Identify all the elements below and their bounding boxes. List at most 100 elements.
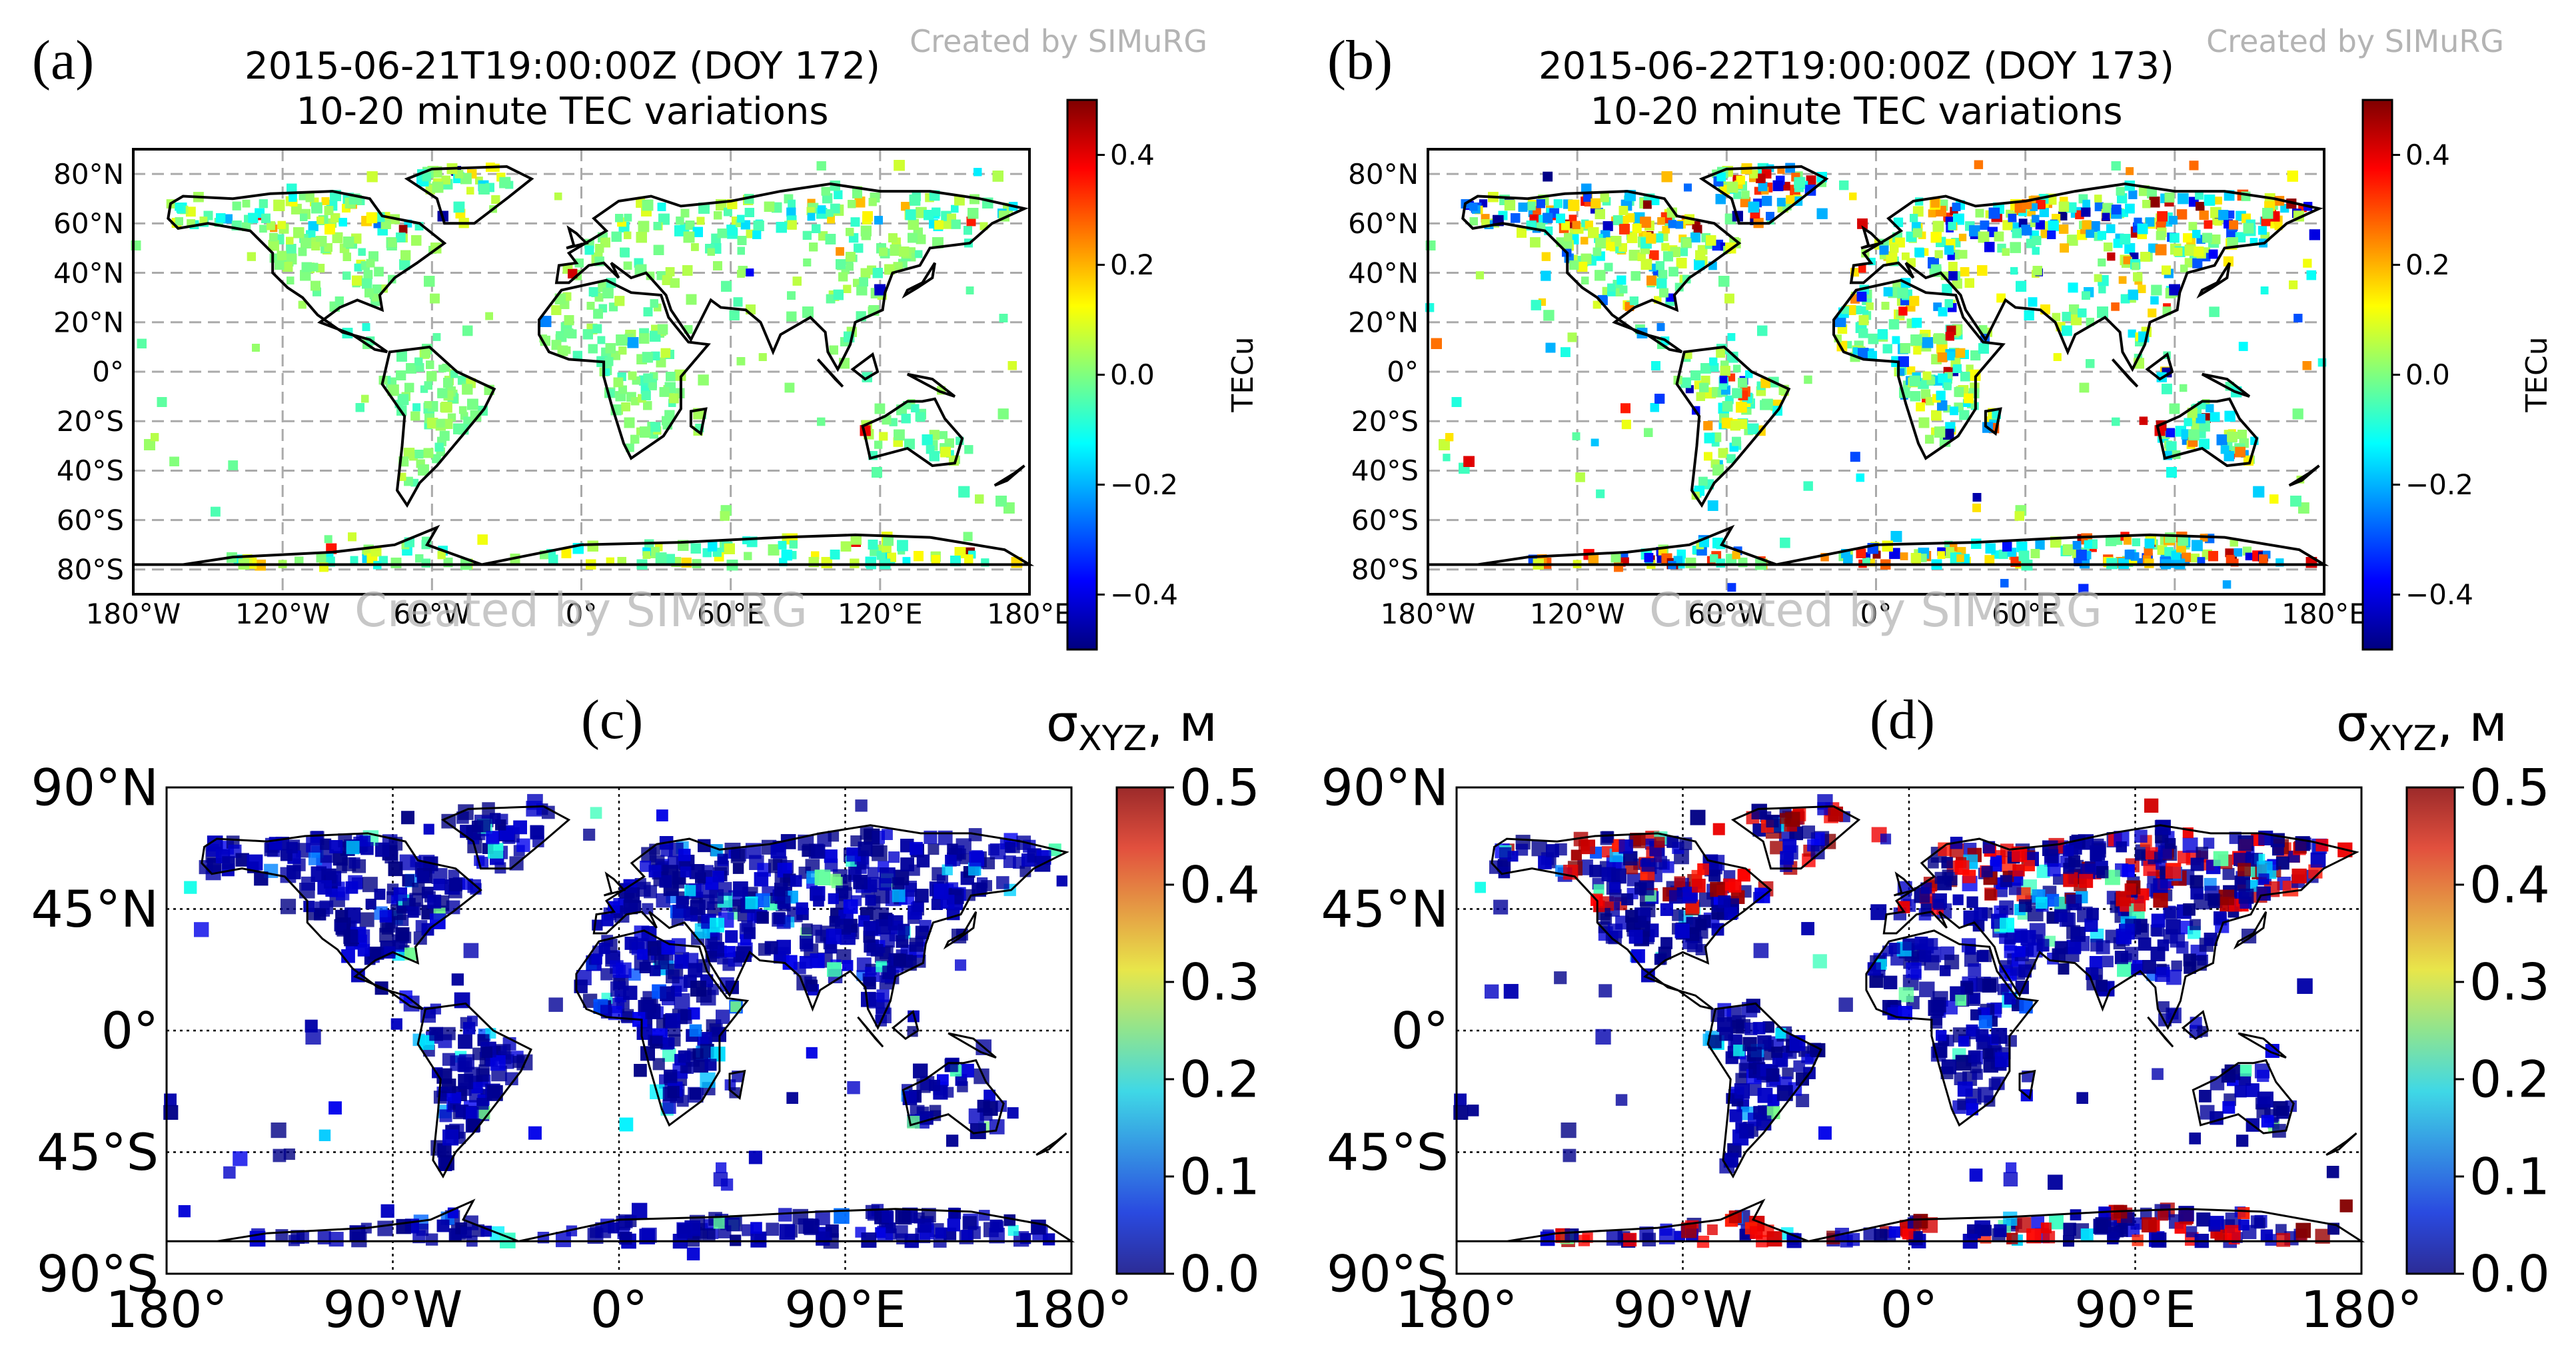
data-point (362, 323, 370, 331)
data-point (463, 416, 472, 426)
data-point (358, 248, 366, 256)
panel-letter: (a) (32, 29, 94, 91)
data-point (655, 552, 667, 564)
data-point (2126, 167, 2134, 175)
y-tick-label: 60°N (53, 207, 124, 240)
data-point (2222, 580, 2232, 589)
data-point (242, 199, 251, 208)
data-point (424, 276, 435, 287)
data-point (973, 168, 982, 177)
data-point (2170, 232, 2180, 243)
data-point (404, 219, 412, 228)
y-tick-label: 20°N (53, 306, 124, 338)
data-point (2245, 552, 2254, 561)
data-point (992, 171, 1003, 182)
data-point (587, 540, 598, 552)
data-point (1543, 310, 1555, 321)
data-point (720, 511, 730, 521)
chart-subtitle: 10-20 minute TEC variations (296, 90, 828, 133)
data-point (737, 215, 745, 223)
data-point (1644, 428, 1653, 437)
data-point (311, 280, 321, 291)
data-point (872, 467, 882, 478)
data-point (915, 250, 923, 258)
data-point (708, 542, 718, 552)
data-point (342, 252, 351, 261)
data-point (2224, 410, 2236, 422)
data-point (316, 264, 325, 272)
data-point (2162, 383, 2172, 394)
data-point (1504, 199, 1516, 211)
data-point (1572, 432, 1581, 440)
data-point (1443, 454, 1451, 462)
data-point (1900, 552, 1908, 560)
colorbar-tick-label: 0.2 (1110, 248, 1155, 281)
data-point (485, 312, 493, 320)
data-point (894, 429, 905, 441)
data-point (922, 434, 933, 446)
data-point (2238, 342, 2248, 351)
data-point (424, 401, 432, 409)
data-point (653, 222, 662, 230)
data-point (1776, 197, 1786, 207)
data-point (836, 247, 844, 256)
data-point (809, 242, 818, 252)
data-point (682, 265, 693, 276)
data-point (908, 219, 919, 230)
data-point (908, 232, 918, 243)
data-point (412, 403, 421, 412)
data-point (421, 348, 430, 358)
data-point (829, 345, 838, 355)
data-point (432, 181, 444, 193)
data-point (334, 296, 344, 306)
data-point (232, 201, 241, 211)
y-tick-label: 80°N (53, 158, 124, 191)
data-point (683, 231, 695, 243)
data-point (868, 198, 877, 207)
data-point (1974, 160, 1984, 169)
data-point (690, 543, 701, 554)
data-point (259, 199, 268, 209)
data-point (137, 338, 147, 348)
colorbar-ticks: 0.40.20.0−0.2−0.4 (1097, 139, 1178, 611)
data-point (784, 382, 795, 393)
data-point (175, 203, 183, 211)
data-point (478, 183, 490, 195)
data-point (588, 287, 598, 296)
data-point (613, 377, 624, 388)
data-point (275, 260, 285, 270)
data-point (615, 214, 624, 223)
data-point (364, 288, 374, 298)
data-point (1596, 489, 1605, 498)
data-point (269, 232, 278, 242)
data-point (2010, 266, 2018, 275)
y-tick-labels: 80°N60°N40°N20°N0°20°S40°S60°S80°S (53, 158, 124, 586)
data-point (2035, 540, 2045, 550)
data-point (283, 261, 293, 272)
data-point (593, 308, 603, 319)
data-point (1575, 472, 1585, 482)
data-point (786, 207, 796, 217)
data-point (931, 555, 940, 564)
data-point (157, 397, 167, 407)
data-point (400, 250, 411, 260)
data-point (453, 423, 464, 434)
data-point (958, 486, 970, 498)
data-point (363, 270, 373, 279)
data-point (2188, 222, 2198, 231)
data-point (752, 230, 762, 239)
data-point (352, 275, 362, 286)
data-point (605, 343, 616, 354)
data-point (786, 311, 797, 322)
data-point (398, 225, 408, 234)
chart-title: 2015-06-22T19:00:00Z (DOY 173) (1539, 45, 2174, 88)
data-point (940, 446, 951, 458)
data-point (630, 434, 640, 444)
data-point (277, 250, 287, 260)
data-point (1931, 410, 1942, 421)
data-point (721, 280, 732, 292)
data-point (737, 270, 745, 278)
data-point (324, 206, 334, 215)
data-point (1648, 250, 1659, 260)
colorbar-tick-label: −0.2 (1110, 468, 1178, 501)
